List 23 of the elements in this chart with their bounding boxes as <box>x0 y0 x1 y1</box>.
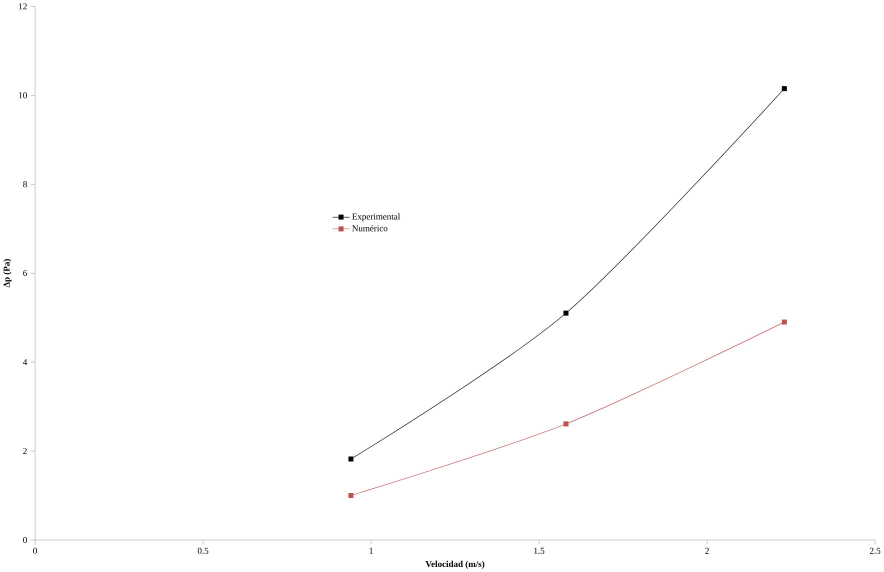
legend-label: Experimental <box>352 213 400 222</box>
point <box>563 421 568 426</box>
point <box>348 456 354 462</box>
x-tick-label: 1.5 <box>534 548 544 554</box>
y-tick-label: 12 <box>19 3 27 10</box>
point <box>782 86 787 91</box>
point <box>348 492 354 498</box>
y-axis-title: Δp (Pa) <box>3 259 12 288</box>
y-tick-label: 6 <box>23 270 28 276</box>
x-tick-label: 0 <box>33 548 37 554</box>
y-tick-label: 4 <box>22 359 28 365</box>
point <box>563 310 568 316</box>
y-tick-label: 0 <box>23 536 27 543</box>
x-axis-title: Velocidad (m/s) <box>426 560 484 569</box>
x-tick-label: 0.5 <box>198 548 208 554</box>
y-tick-label: 10 <box>19 92 27 98</box>
point <box>782 319 787 324</box>
x-tick-label: 1 <box>370 548 373 554</box>
x-tick-label: 2.5 <box>870 548 880 554</box>
y-tick-label: 8 <box>23 181 27 188</box>
legend-label: Numérico <box>352 224 388 232</box>
x-tick-label: 2 <box>705 548 709 554</box>
y-tick-label: 2 <box>23 448 27 454</box>
